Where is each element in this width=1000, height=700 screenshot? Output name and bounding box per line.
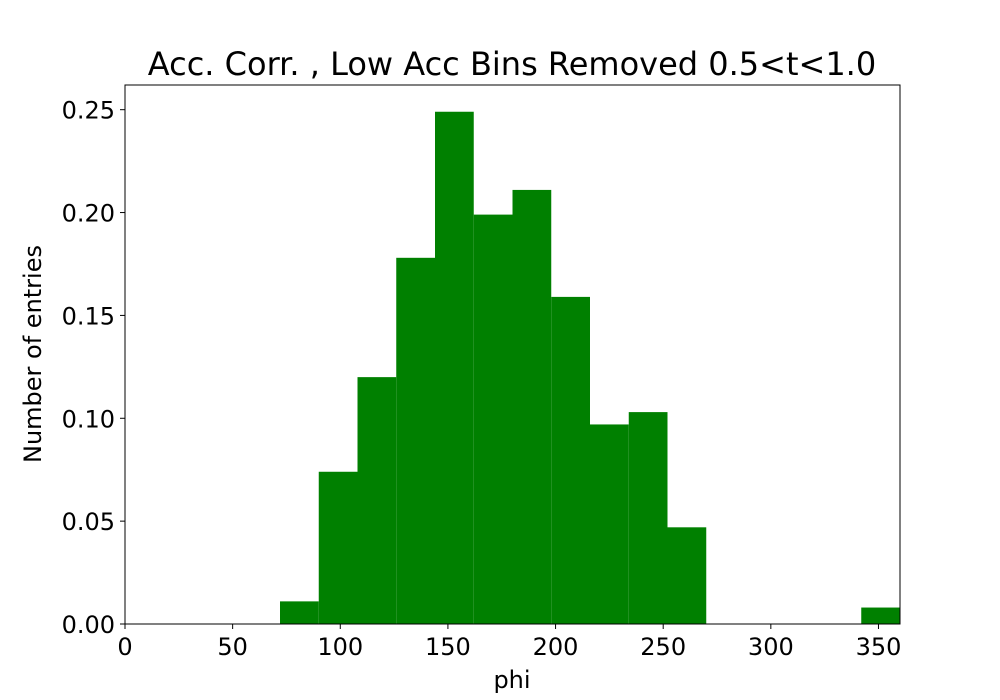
y-tick-label: 0.20 bbox=[62, 200, 115, 228]
histogram-bar-9 bbox=[628, 412, 668, 624]
x-tick-label: 50 bbox=[217, 633, 248, 661]
histogram-bar-1 bbox=[318, 471, 358, 624]
histogram-bar-6 bbox=[512, 189, 552, 624]
histogram-bar-8 bbox=[590, 424, 629, 624]
x-axis-label: phi bbox=[493, 666, 530, 694]
histogram-bar-3 bbox=[396, 257, 435, 624]
histogram-bar-10 bbox=[667, 527, 707, 624]
histogram-bar-4 bbox=[435, 111, 474, 625]
chart-title: Acc. Corr. , Low Acc Bins Removed 0.5<t<… bbox=[148, 45, 876, 83]
histogram-bar-0 bbox=[280, 601, 319, 624]
histogram-bar-7 bbox=[551, 296, 590, 624]
x-axis-ticks: 0 50 100 150 200 250 300 350 bbox=[117, 624, 901, 661]
y-axis-label: Number of entries bbox=[19, 245, 47, 463]
y-tick-label: 0.10 bbox=[62, 405, 115, 433]
x-tick-label: 100 bbox=[317, 633, 363, 661]
x-tick-label: 150 bbox=[425, 633, 471, 661]
histogram-bar-11 bbox=[861, 607, 900, 624]
y-tick-label: 0.15 bbox=[62, 302, 115, 330]
y-axis-ticks: 0.00 0.05 0.10 0.15 0.20 0.25 bbox=[62, 97, 125, 639]
x-tick-label: 250 bbox=[640, 633, 686, 661]
x-tick-label: 300 bbox=[748, 633, 794, 661]
y-tick-label: 0.05 bbox=[62, 508, 115, 536]
histogram-bar-5 bbox=[473, 214, 513, 624]
y-tick-label: 0.25 bbox=[62, 97, 115, 125]
x-tick-label: 200 bbox=[533, 633, 579, 661]
x-tick-label: 350 bbox=[856, 633, 902, 661]
plot-frame bbox=[124, 84, 901, 625]
y-tick-label: 0.00 bbox=[62, 611, 115, 639]
histogram-bar-2 bbox=[357, 377, 397, 624]
bars-group bbox=[280, 111, 900, 625]
x-tick-label: 0 bbox=[117, 633, 132, 661]
